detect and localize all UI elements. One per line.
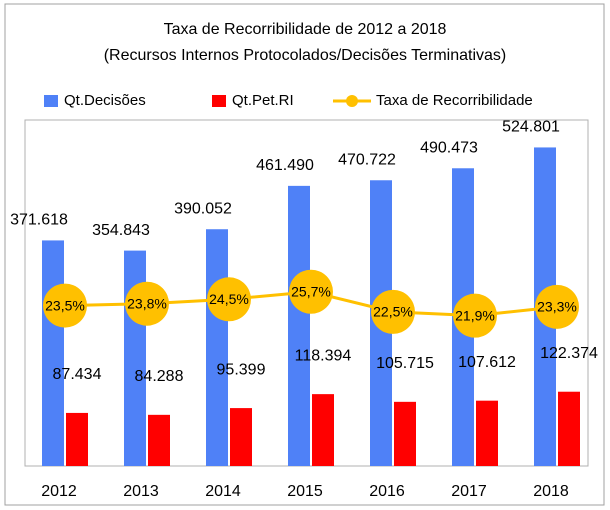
line-marker [43,283,87,328]
data-label: 371.618 [10,212,68,229]
x-tick-label: 2016 [369,483,405,500]
x-tick-label: 2013 [123,483,159,500]
x-tick-label: 2015 [287,483,323,500]
line-marker [371,289,415,334]
data-label: 390.052 [174,200,232,217]
data-label: 107.612 [458,354,516,371]
legend-label: Qt.Decisões [64,92,146,109]
legend-label: Qt.Pet.RI [232,92,294,109]
data-label: 470.722 [338,151,396,168]
legend-label: Taxa de Recorribilidade [376,92,533,109]
bar [288,185,310,466]
line-marker [535,284,579,329]
data-label: 354.843 [92,222,150,239]
bar [558,391,580,466]
data-label: 122.374 [540,345,598,362]
legend-marker [346,95,358,107]
x-tick-label: 2012 [41,483,77,500]
data-label: 24,5% [209,291,249,307]
bar [394,401,416,466]
data-label: 21,9% [455,307,495,323]
bar [206,229,228,466]
data-label: 524.801 [502,119,560,136]
data-label: 461.490 [256,157,314,174]
bar [148,414,170,466]
x-tick-label: 2014 [205,483,241,500]
chart-title: Taxa de Recorribilidade de 2012 a 2018 [164,21,447,38]
data-label: 23,8% [127,295,167,311]
data-label: 23,3% [537,299,577,315]
line-marker [453,293,497,338]
data-label: 23,5% [45,297,85,313]
line-marker [207,277,251,322]
x-tick-label: 2018 [533,483,569,500]
legend-swatch [44,95,58,107]
data-label: 105.715 [376,355,434,372]
data-label: 95.399 [217,361,266,378]
data-label: 490.473 [420,139,478,156]
line-marker [125,281,169,326]
bar [312,394,334,466]
line-marker [289,269,333,314]
x-tick-label: 2017 [451,483,487,500]
chart-subtitle: (Recursos Internos Protocolados/Decisões… [104,47,507,64]
data-label: 87.434 [53,366,102,383]
data-label: 22,5% [373,304,413,320]
bar [230,408,252,466]
bar [42,240,64,466]
bar [66,412,88,466]
bar [476,400,498,466]
data-label: 25,7% [291,283,331,299]
data-label: 84.288 [135,368,184,385]
legend-swatch [212,95,226,107]
data-label: 118.394 [295,347,352,364]
